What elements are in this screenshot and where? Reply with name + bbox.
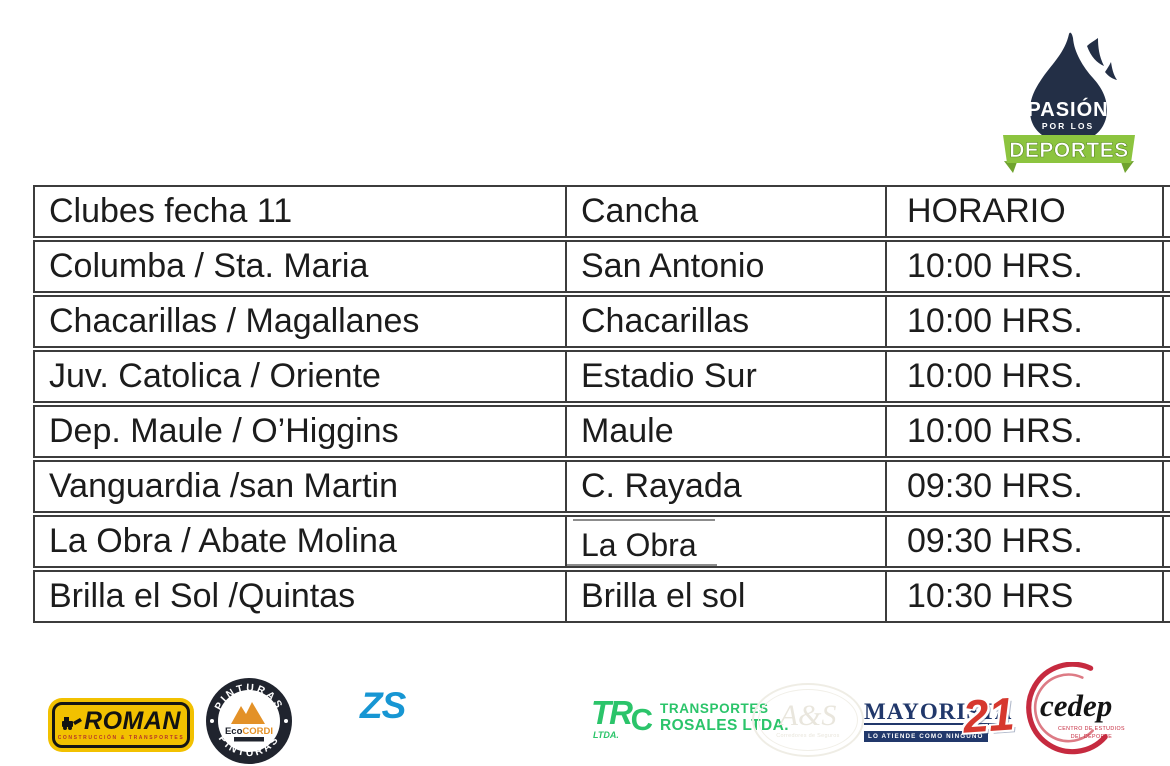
cell-extra [1162, 517, 1170, 566]
cell-clubs: Dep. Maule / O’Higgins [49, 412, 399, 450]
cell-clubs: Brilla el Sol /Quintas [49, 577, 356, 615]
roman-caption: CONSTRUCCIÓN & TRANSPORTES [57, 735, 185, 741]
cell-horario: 10:00 HRS. [885, 242, 1162, 291]
cell-horario: 10:30 HRS [885, 572, 1162, 621]
ecocordi-name: EcoCORDI [225, 726, 273, 737]
table-row: La Obra / Abate Molina La Obra 09:30 HRS… [33, 515, 1170, 568]
cell-clubs: Vanguardia /san Martin [49, 467, 399, 505]
cedep-caption: CENTRO DE ESTUDIOS DEL DEPORTE [1058, 726, 1125, 740]
cell-cancha-patched: La Obra [565, 517, 885, 566]
flame-icon: PASIÓN POR LOS DEPORTES [1003, 32, 1135, 173]
cell-horario: 10:00 HRS. [885, 407, 1162, 456]
cell-cancha: San Antonio [565, 242, 885, 291]
cell-clubs: La Obra / Abate Molina [49, 522, 397, 560]
mayorista-tagline: LO ATIENDE COMO NINGUNO [864, 731, 988, 742]
logo-line2: POR LOS [1042, 121, 1094, 131]
ecocordi-badge-icon: PINTURAS PINTURAS EcoCORDI [206, 678, 292, 764]
cell-extra [1162, 242, 1170, 291]
cell-horario: 10:00 HRS. [885, 352, 1162, 401]
excavator-icon [62, 716, 83, 730]
table-header-row: Clubes fecha 11 Cancha HORARIO [33, 185, 1170, 238]
patch-line-top [573, 519, 715, 521]
table-row: Juv. Catolica / Oriente Estadio Sur 10:0… [33, 350, 1170, 403]
trc-line1: TRANSPORTES [660, 701, 769, 717]
cell-clubs: Columba / Sta. Maria [49, 247, 369, 285]
mayorista-name: MAYORISTA [864, 699, 1013, 725]
table-row: Vanguardia /san Martin C. Rayada 09:30 H… [33, 460, 1170, 513]
header-clubs: Clubes fecha 11 [49, 192, 293, 230]
cell-horario: 09:30 HRS. [885, 462, 1162, 511]
trc-monogram: TR LTDA. C [591, 694, 653, 740]
cedep-arcs-icon [1026, 662, 1108, 755]
cell-cancha: Brilla el sol [565, 572, 885, 621]
ays-logo: A&S Corredores de Seguros [752, 683, 864, 757]
cell-extra [1162, 462, 1170, 511]
cell-horario: 10:00 HRS. [885, 297, 1162, 346]
pasion-deportes-logo: PASIÓN POR LOS DEPORTES [1001, 30, 1137, 178]
ecocordi-logo: PINTURAS PINTURAS EcoCORDI [204, 676, 294, 766]
mountains-icon [231, 702, 265, 724]
cell-cancha: Estadio Sur [565, 352, 885, 401]
cell-extra [1162, 352, 1170, 401]
table-row: Chacarillas / Magallanes Chacarillas 10:… [33, 295, 1170, 348]
logo-line3: DEPORTES [1009, 139, 1129, 162]
table-row: Brilla el Sol /Quintas Brilla el sol 10:… [33, 570, 1170, 623]
roman-name: ROMAN [84, 707, 181, 735]
cell-cancha: Maule [565, 407, 885, 456]
cell-clubs: Chacarillas / Magallanes [49, 302, 420, 340]
mayorista21-logo: MAYORISTA LO ATIENDE COMO NINGUNO 21 [864, 687, 1016, 750]
roman-logo: ROMAN CONSTRUCCIÓN & TRANSPORTES [48, 698, 194, 752]
zs-logo: ZS [360, 685, 406, 726]
cell-cancha: C. Rayada [565, 462, 885, 511]
cedep-logo: cedep CENTRO DE ESTUDIOS DEL DEPORTE [1016, 662, 1132, 766]
header-extra [1162, 187, 1170, 236]
table-row: Columba / Sta. Maria San Antonio 10:00 H… [33, 240, 1170, 293]
logo-line1: PASIÓN [1027, 97, 1108, 121]
schedule-table: Clubes fecha 11 Cancha HORARIO Columba /… [33, 185, 1170, 625]
cell-extra [1162, 297, 1170, 346]
header-horario: HORARIO [885, 187, 1162, 236]
cell-extra [1162, 572, 1170, 621]
mayorista-number: 21 [961, 687, 1016, 743]
cell-cancha: Chacarillas [565, 297, 885, 346]
header-cancha: Cancha [565, 187, 885, 236]
cedep-name: cedep [1040, 688, 1113, 723]
cell-clubs: Juv. Catolica / Oriente [49, 357, 381, 395]
cell-extra [1162, 407, 1170, 456]
patch-line-bottom [567, 564, 717, 566]
cell-horario: 09:30 HRS. [885, 517, 1162, 566]
table-row: Dep. Maule / O’Higgins Maule 10:00 HRS. [33, 405, 1170, 458]
